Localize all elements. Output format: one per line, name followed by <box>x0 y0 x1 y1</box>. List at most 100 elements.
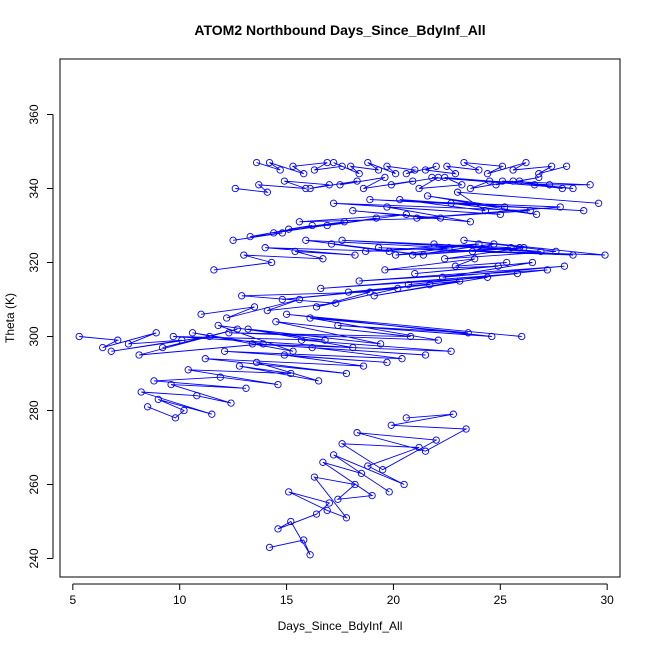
data-point <box>411 166 419 174</box>
data-point <box>216 373 224 381</box>
data-point <box>319 458 327 466</box>
data-point <box>244 325 252 333</box>
data-point <box>441 173 449 182</box>
series-line-1 <box>269 413 468 556</box>
data-point <box>492 181 500 189</box>
data-point <box>447 347 455 355</box>
data-point <box>558 184 566 193</box>
data-point <box>312 303 321 311</box>
data-point <box>374 244 383 252</box>
y-tick-label: 340 <box>27 178 41 198</box>
data-point <box>406 332 415 341</box>
data-point <box>285 225 293 233</box>
data-point <box>167 380 175 389</box>
data-point <box>372 214 380 222</box>
data-point <box>421 351 430 359</box>
data-point <box>184 366 192 374</box>
data-point <box>280 351 289 359</box>
data-point <box>289 162 297 170</box>
data-point <box>411 269 419 278</box>
x-tick-label: 10 <box>173 593 187 607</box>
data-point <box>394 284 402 293</box>
x-tick-label: 30 <box>600 593 614 607</box>
data-point <box>458 181 466 189</box>
series-line-3 <box>79 313 522 356</box>
data-point <box>210 266 218 274</box>
data-point <box>586 181 594 189</box>
data-point <box>276 166 284 174</box>
data-point <box>471 255 479 263</box>
data-point <box>310 473 319 481</box>
data-point <box>238 292 246 300</box>
data-point <box>171 414 180 422</box>
data-point <box>270 229 278 237</box>
series-line-6 <box>233 191 599 241</box>
x-tick-label: 5 <box>69 593 76 607</box>
data-point <box>359 362 368 370</box>
chart-title: ATOM2 Northbound Days_Since_BdyInf_All <box>194 22 485 38</box>
data-point <box>329 451 338 459</box>
data-point <box>332 299 340 307</box>
data-point <box>317 284 325 293</box>
data-point <box>252 158 261 167</box>
x-axis-label: Days_Since_BdyInf_All <box>278 619 403 633</box>
data-point <box>391 170 400 178</box>
y-tick-label: 280 <box>27 400 41 420</box>
data-point <box>300 170 308 178</box>
data-point <box>507 244 515 252</box>
data-point <box>419 251 428 259</box>
series-line-7 <box>235 176 591 193</box>
data-point <box>295 295 304 304</box>
data-point <box>349 207 357 215</box>
data-point <box>137 388 145 396</box>
data-point <box>240 251 248 259</box>
data-point <box>385 488 393 496</box>
data-point <box>413 214 421 222</box>
data-point <box>306 551 314 559</box>
data-point <box>569 184 577 193</box>
series-line-4 <box>201 258 565 319</box>
data-point <box>366 195 374 204</box>
y-tick-label: 360 <box>27 104 41 124</box>
data-point <box>250 303 259 311</box>
x-tick-label: 20 <box>387 593 401 607</box>
data-point <box>532 210 541 219</box>
data-point <box>329 158 338 167</box>
data-point <box>434 336 442 344</box>
data-point <box>415 443 423 452</box>
data-point <box>396 195 404 204</box>
data-point <box>451 170 460 178</box>
data-point <box>342 369 351 378</box>
plot-area <box>59 58 621 578</box>
data-point <box>220 347 229 355</box>
data-point <box>285 488 293 496</box>
data-point <box>197 310 205 318</box>
data-point <box>432 162 440 170</box>
data-point <box>357 469 366 478</box>
data-point <box>242 384 250 392</box>
data-point <box>178 336 186 344</box>
data-point <box>334 495 342 503</box>
data-point <box>274 525 282 533</box>
data-point <box>342 514 351 522</box>
data-point <box>468 247 477 256</box>
data-point <box>308 343 316 352</box>
data-point <box>415 184 423 193</box>
data-point <box>308 221 316 230</box>
data-point <box>381 173 389 182</box>
data-point <box>306 184 314 193</box>
data-point <box>302 184 310 193</box>
data-point <box>379 466 387 474</box>
data-point <box>552 247 560 256</box>
data-point <box>601 251 609 259</box>
data-point <box>347 162 355 170</box>
data-point <box>223 314 231 322</box>
data-point <box>265 543 274 552</box>
data-point <box>402 210 410 219</box>
data-point <box>353 429 361 437</box>
data-point <box>265 158 274 167</box>
data-point <box>252 358 261 367</box>
y-tick-label: 240 <box>27 548 41 568</box>
data-point <box>547 162 556 170</box>
